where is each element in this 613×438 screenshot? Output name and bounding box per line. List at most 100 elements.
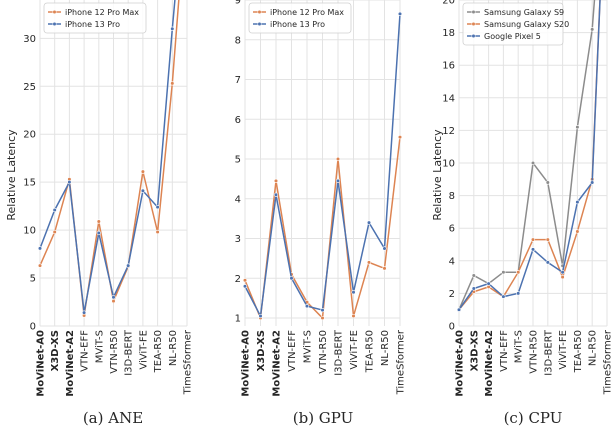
x-tick-label: TimeSformer <box>396 329 407 395</box>
data-point <box>155 205 160 210</box>
legend-marker <box>52 21 57 27</box>
x-tick-label: VTN-EFF <box>499 330 510 372</box>
legend-label: Samsung Galaxy S9 <box>484 8 564 17</box>
y-tick-label: 1 <box>235 314 241 325</box>
data-point <box>111 295 116 300</box>
y-axis-label: Relative Latency <box>431 129 444 221</box>
y-axis-label: Relative Latency <box>5 129 18 221</box>
data-point <box>457 307 462 312</box>
x-tick-label: NL-R50 <box>588 330 599 366</box>
data-point <box>501 294 506 299</box>
data-point <box>560 270 565 275</box>
y-tick-label: 8 <box>449 191 455 202</box>
legend-label: Samsung Galaxy S20 <box>484 20 569 29</box>
x-tick-label: I3D-BERT <box>334 329 345 376</box>
data-point <box>351 290 356 295</box>
x-tick-label: X3D-XS <box>256 330 267 371</box>
y-tick-label: 4 <box>235 194 241 205</box>
y-tick-label: 20 <box>23 130 36 141</box>
data-point <box>486 281 491 286</box>
data-point <box>273 178 279 183</box>
data-point <box>516 270 521 275</box>
x-tick-label: VTN-R50 <box>529 330 540 374</box>
x-tick-label: VTN-R50 <box>318 330 329 374</box>
data-point <box>155 229 160 235</box>
legend-marker <box>471 21 476 27</box>
y-tick-label: 2 <box>449 289 455 300</box>
data-point <box>382 266 387 271</box>
data-point <box>516 291 521 296</box>
x-tick-label: I3D-BERT <box>543 329 554 376</box>
legend-marker <box>471 33 476 39</box>
y-tick-label: 0 <box>449 322 455 333</box>
legend-marker <box>257 9 262 15</box>
y-tick-label: 10 <box>23 226 36 237</box>
data-point <box>335 178 341 183</box>
data-point <box>96 219 101 224</box>
data-point <box>38 246 43 251</box>
y-tick-label: 18 <box>442 28 455 39</box>
data-point <box>140 169 145 174</box>
x-tick-label: MViT-S <box>514 330 525 363</box>
x-tick-label: NL-R50 <box>380 330 391 366</box>
data-point <box>471 286 476 291</box>
x-tick-label: VTN-R50 <box>109 330 120 374</box>
y-tick-label: 6 <box>235 115 241 126</box>
legend-label: Google Pixel 5 <box>484 32 541 41</box>
data-point <box>111 298 116 304</box>
panel-caption: (b) GPU <box>293 409 354 427</box>
y-tick-label: 9 <box>235 0 241 7</box>
x-tick-label: MoViNet-A0 <box>455 330 466 397</box>
data-point <box>304 304 310 309</box>
data-point <box>545 260 550 265</box>
data-point <box>320 315 325 321</box>
series-group <box>38 0 180 318</box>
y-tick-label: 2 <box>235 274 241 285</box>
data-point <box>382 246 387 251</box>
legend-marker <box>52 9 57 15</box>
data-point <box>67 180 72 185</box>
x-tick-label: I3D-BERT <box>124 329 135 376</box>
y-tick-label: 15 <box>23 178 36 189</box>
data-point <box>52 229 57 235</box>
y-tick-label: 7 <box>235 75 241 86</box>
y-tick-label: 10 <box>442 159 455 170</box>
data-point <box>397 135 402 140</box>
x-tick-label: ViViT-FE <box>349 330 360 370</box>
data-point <box>258 313 263 319</box>
y-tick-label: 8 <box>235 35 241 46</box>
data-point <box>81 310 87 315</box>
x-tick-label: NL-R50 <box>168 330 179 366</box>
data-point <box>545 180 550 185</box>
x-tick-label: VTN-EFF <box>80 330 91 372</box>
data-point <box>170 81 175 86</box>
y-tick-label: 3 <box>235 234 241 245</box>
legend-label: iPhone 13 Pro <box>65 20 120 29</box>
y-tick-label: 12 <box>442 126 455 137</box>
x-tick-label: VTN-EFF <box>287 330 298 372</box>
x-tick-label: MoViNet-A0 <box>36 330 47 397</box>
data-point <box>243 284 248 289</box>
data-point <box>471 273 476 278</box>
chart-panel-0: 0 5 10 15 20 25 30 MoViNet-A0 X3D-XS MoViNet-A2 VT… <box>5 0 194 427</box>
y-tick-label: 4 <box>449 256 455 267</box>
x-tick-label: MoViNet-A2 <box>272 330 283 397</box>
series-group <box>457 0 601 312</box>
y-tick-label: 14 <box>442 93 455 104</box>
data-point <box>501 270 506 275</box>
y-tick-label: 5 <box>30 274 36 285</box>
legend-marker <box>471 9 476 15</box>
legend-marker <box>257 21 262 27</box>
data-point <box>38 263 43 268</box>
data-point <box>289 276 294 281</box>
x-tick-label: MoViNet-A2 <box>484 330 495 397</box>
data-point <box>96 230 101 236</box>
y-tick-label: 25 <box>23 82 36 93</box>
y-tick-label: 6 <box>449 224 455 235</box>
data-point <box>351 313 356 319</box>
x-tick-label: MViT-S <box>94 330 105 363</box>
data-point <box>366 260 372 265</box>
data-point <box>273 192 279 197</box>
x-tick-label: MoViNet-A0 <box>241 330 252 397</box>
